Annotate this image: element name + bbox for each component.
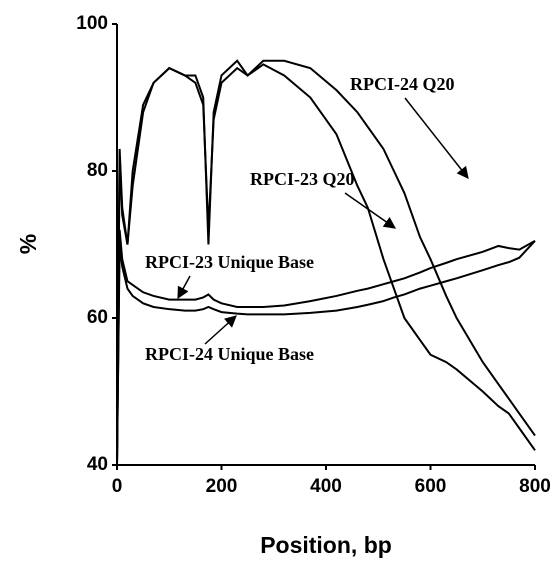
label-arrow: [344, 192, 396, 229]
x-axis-label: Position, bp: [260, 532, 392, 558]
label-arrow: [177, 275, 191, 300]
y-tick-label: 100: [76, 13, 108, 34]
x-tick-label: 0: [112, 476, 123, 497]
label-arrow: [404, 97, 469, 179]
x-tick-label: 600: [415, 476, 447, 497]
x-tick-label: 800: [519, 476, 551, 497]
series-line: [116, 59, 536, 466]
y-tick-label: 80: [87, 160, 108, 181]
y-tick-label: 40: [87, 454, 108, 475]
label-arrow: [204, 315, 237, 345]
x-tick-label: 400: [310, 476, 342, 497]
series-line: [116, 229, 536, 466]
series-label: RPCI-23 Q20: [250, 169, 355, 189]
y-axis-label: %: [15, 234, 41, 254]
series-label: RPCI-24 Unique Base: [145, 344, 314, 364]
series-label: RPCI-24 Q20: [350, 74, 455, 94]
series-line: [116, 240, 536, 466]
y-tick-label: 60: [87, 307, 108, 328]
x-tick-label: 200: [206, 476, 238, 497]
series-line: [116, 59, 536, 466]
series-label: RPCI-23 Unique Base: [145, 252, 314, 272]
